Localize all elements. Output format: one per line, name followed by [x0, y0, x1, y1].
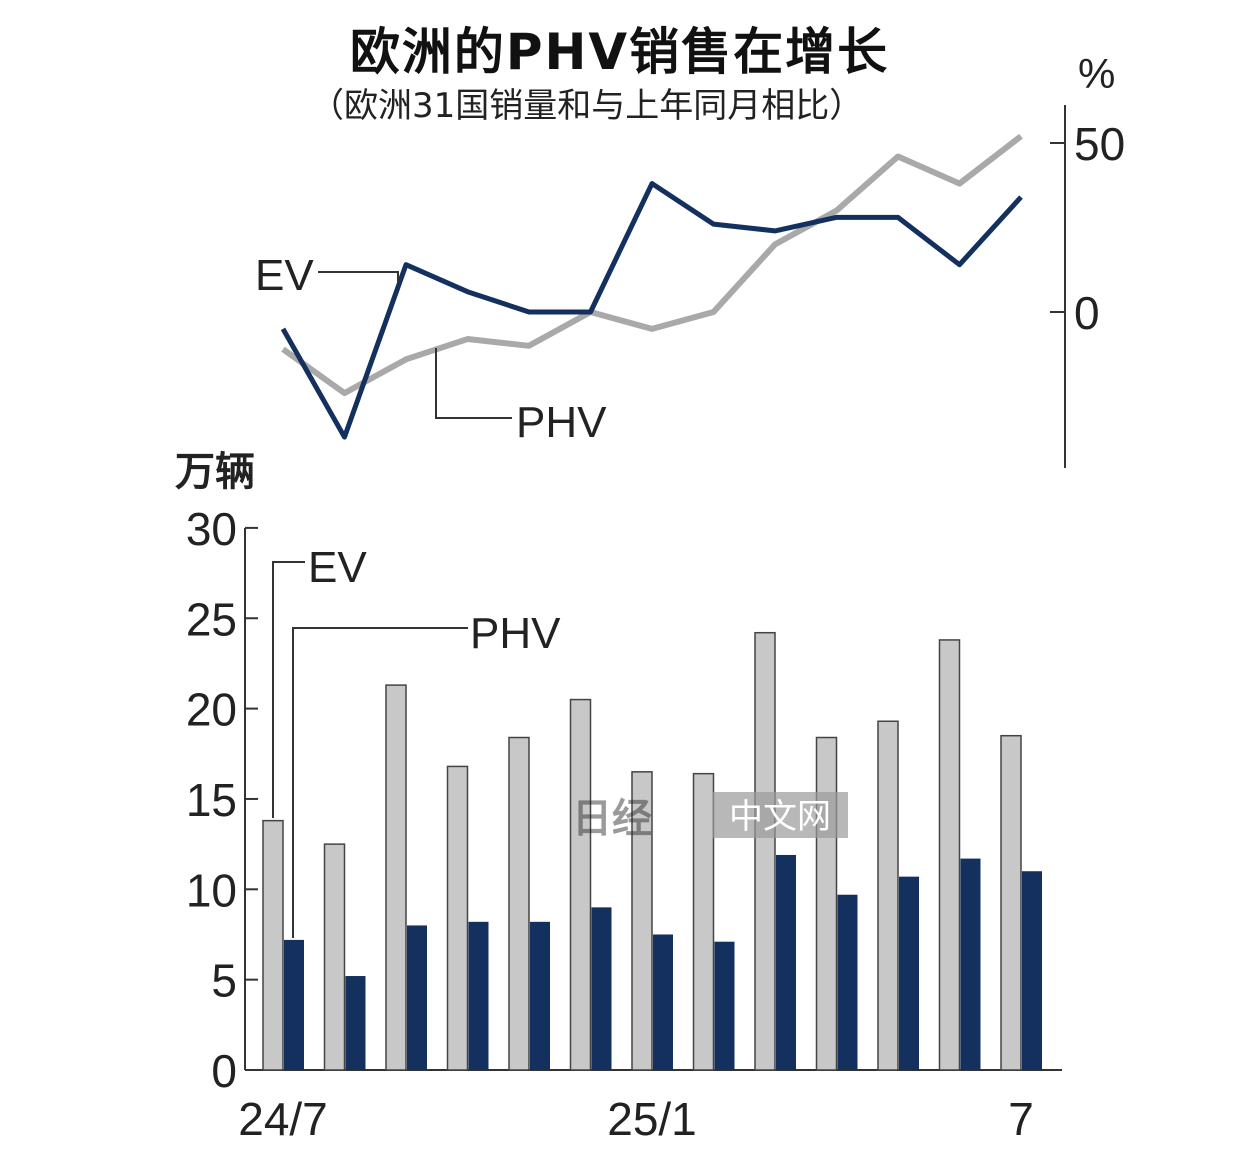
chart-title: 欧洲的PHV销售在增长 [349, 23, 890, 81]
line-label-phv: PHV [516, 398, 607, 447]
bar-ev [815, 736, 838, 1071]
bar-ev [631, 771, 653, 1071]
bar-ev [877, 720, 899, 1071]
bar-phv [899, 876, 919, 1070]
bar-y-tick-label: 25 [186, 593, 237, 645]
bar-label-phv: PHV [470, 609, 561, 658]
bar-y-tick-label: 5 [211, 955, 237, 1007]
bar-phv [530, 921, 550, 1070]
watermark-box [713, 792, 848, 838]
bar-ev [692, 772, 715, 1071]
bar-ev [938, 639, 961, 1071]
bar-phv [776, 854, 796, 1070]
bar-ev [323, 843, 346, 1071]
bar-ev [262, 819, 284, 1071]
bar-y-tick-label: 20 [186, 684, 237, 736]
line-y-unit: % [1078, 50, 1115, 97]
bar-phv [714, 941, 735, 1070]
line-y-tick-label: 50 [1074, 118, 1125, 170]
bar-label-ev: EV [308, 543, 367, 592]
bar-ev-leader [272, 561, 305, 818]
bar-phv [468, 921, 489, 1070]
watermark-logo: 中文网 [729, 798, 831, 836]
bar-ev [446, 765, 469, 1071]
line-label-ev: EV [255, 251, 314, 300]
line-ev-leader [318, 271, 399, 282]
bar-ev [1000, 734, 1022, 1071]
bar-phv [591, 907, 612, 1070]
line-y-tick-label: 0 [1074, 287, 1100, 339]
bar-phv [284, 939, 304, 1070]
bar-phv [837, 894, 858, 1070]
line-series-ev [280, 181, 1023, 440]
bar-y-tick-label: 15 [186, 774, 237, 826]
bar-ev [508, 736, 530, 1071]
bar-x-tick-label: 24/7 [238, 1093, 328, 1145]
bar-y-tick-label: 30 [186, 503, 237, 555]
bar-y-tick-label: 0 [211, 1045, 237, 1097]
bar-phv-leader [292, 627, 468, 938]
watermark-logo: 日经 [572, 797, 652, 841]
bar-x-tick-label: 25/1 [607, 1093, 697, 1145]
bar-phv [960, 858, 981, 1070]
bar-y-unit: 万辆 [175, 450, 255, 494]
bar-ev [754, 631, 776, 1071]
line-series-phv [281, 133, 1023, 397]
bar-y-tick-label: 10 [186, 864, 237, 916]
bar-ev [385, 684, 407, 1071]
bar-phv [1022, 871, 1042, 1070]
bar-phv [653, 934, 673, 1070]
bar-phv [407, 925, 427, 1070]
chart-subtitle: （欧洲31国销量和与上年同月相比） [310, 86, 864, 126]
bar-x-tick-label: 7 [1008, 1093, 1034, 1145]
bar-ev [569, 698, 592, 1071]
bar-phv [345, 976, 366, 1070]
line-phv-leader [435, 348, 512, 419]
